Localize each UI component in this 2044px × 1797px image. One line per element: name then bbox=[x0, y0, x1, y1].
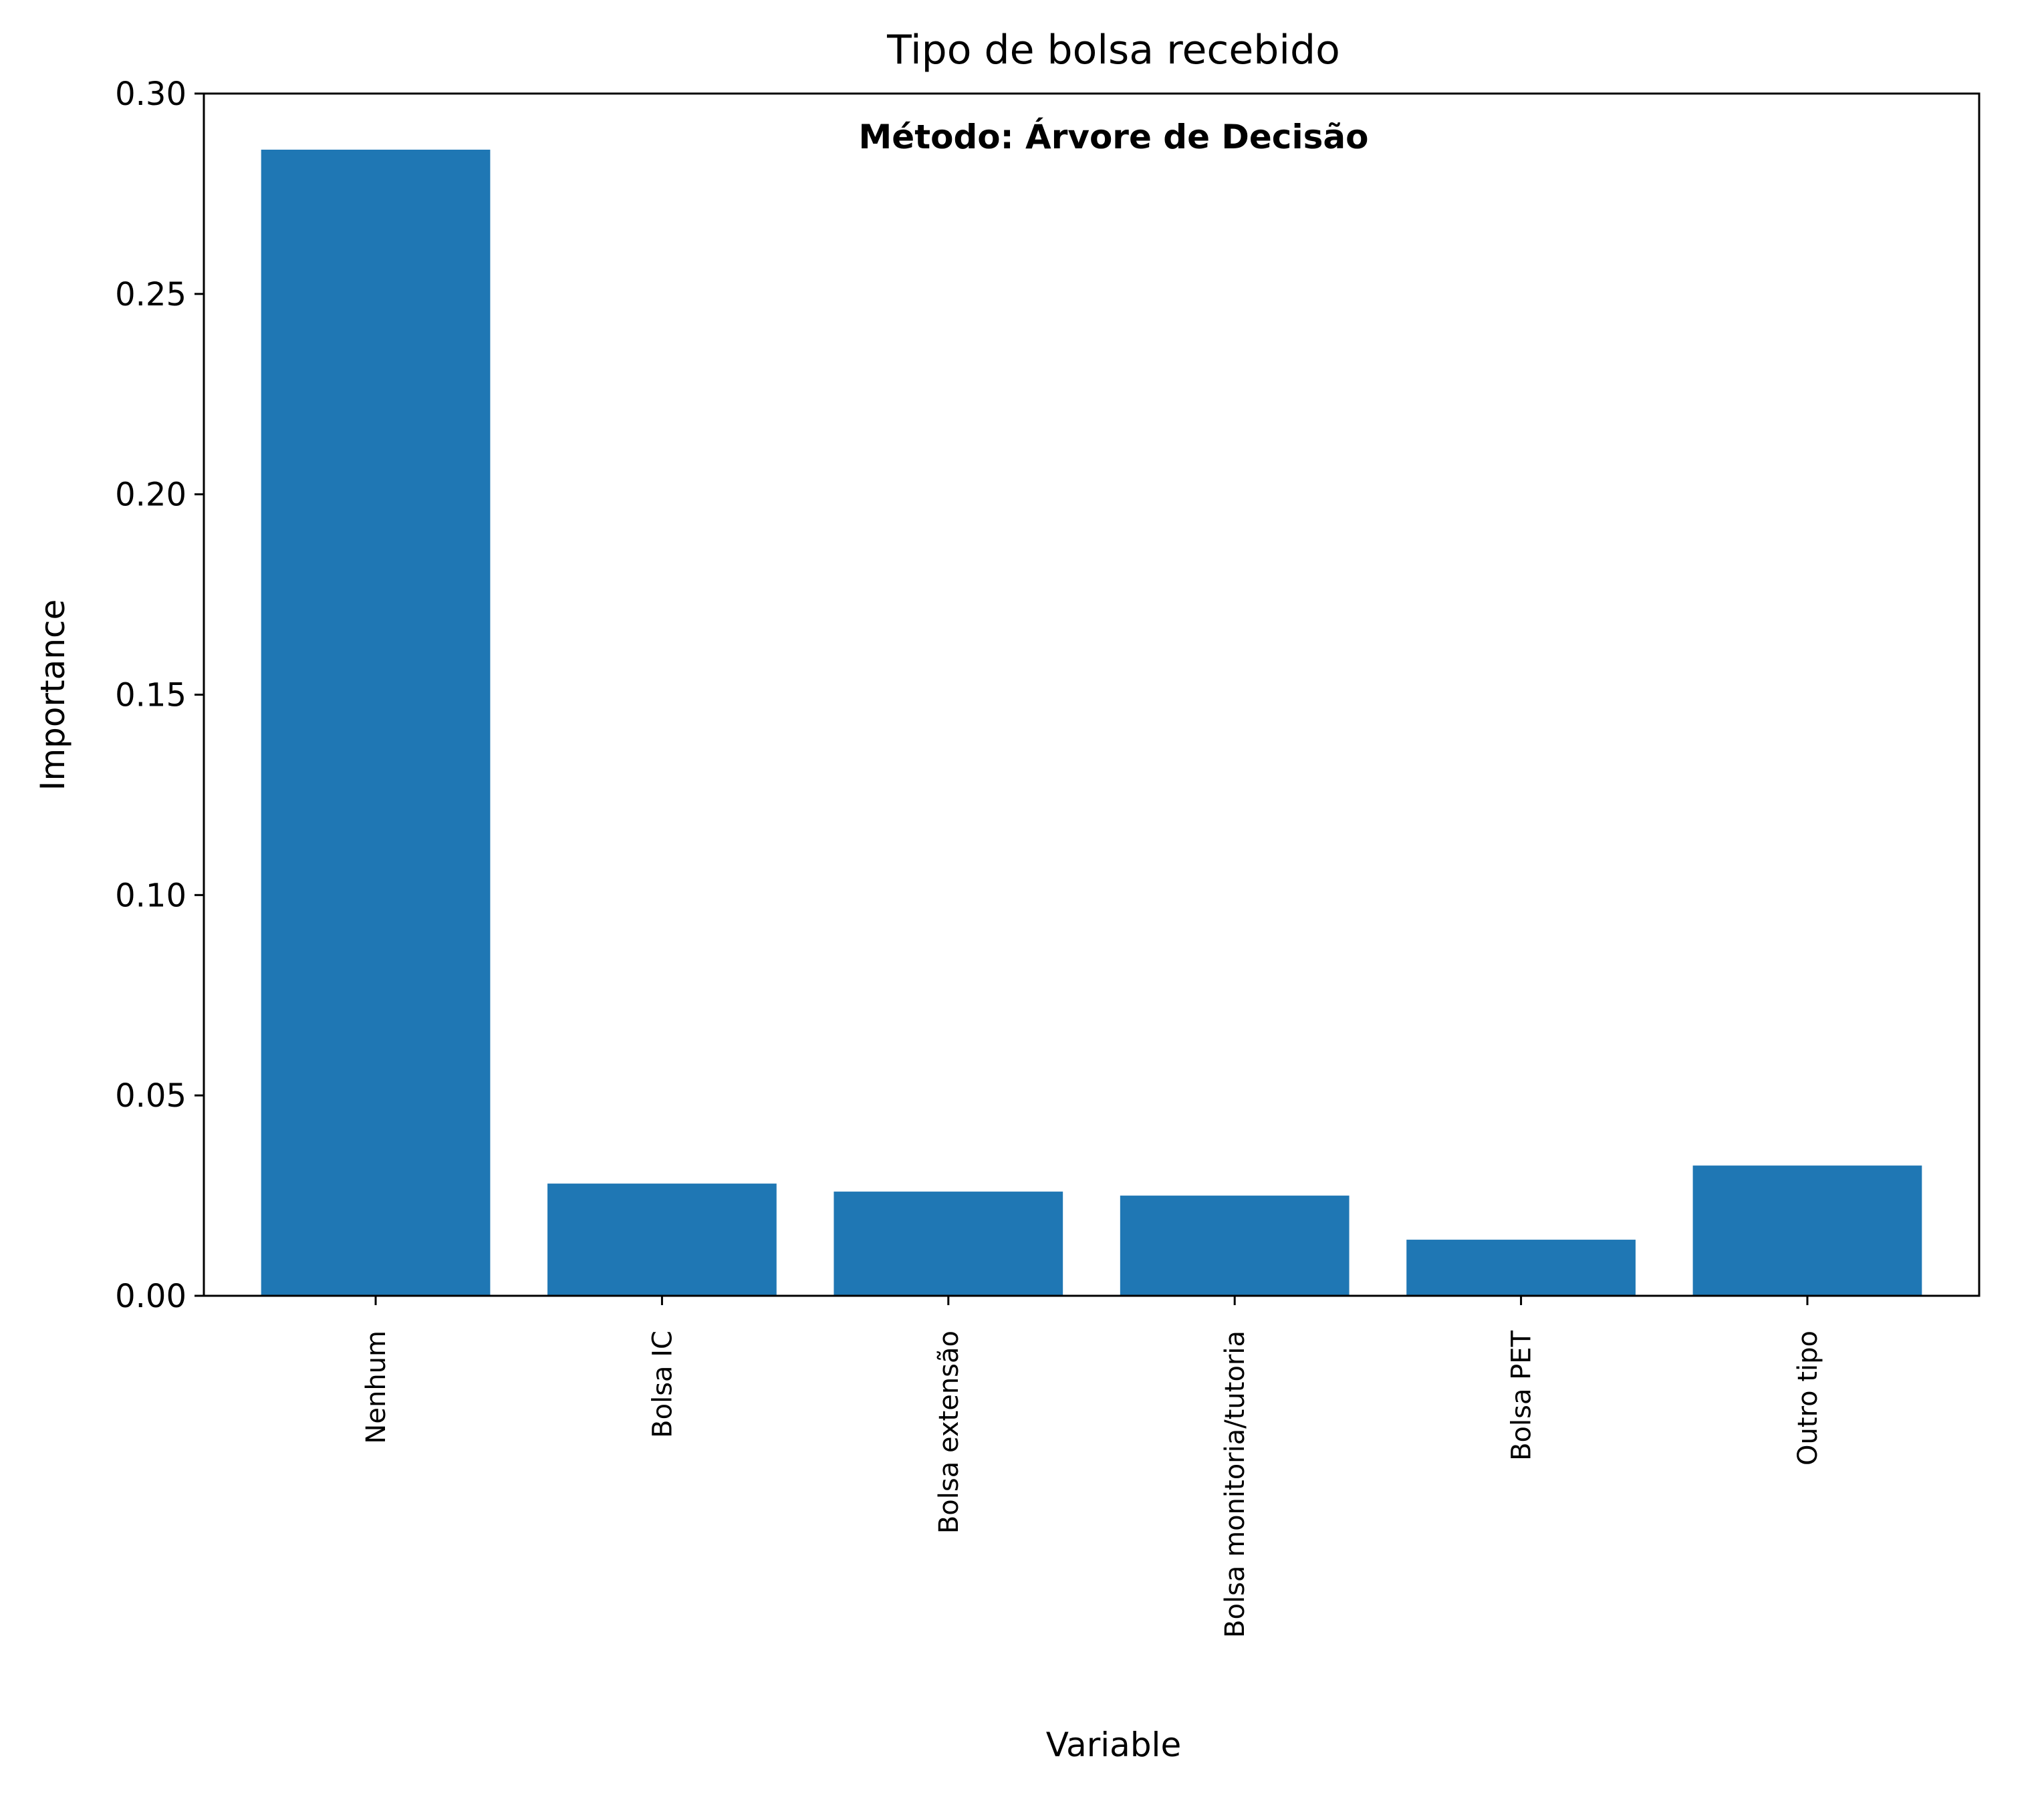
bar-nenhum bbox=[261, 149, 491, 1296]
x-tick-label: Bolsa PET bbox=[1507, 1330, 1537, 1460]
x-tick-label: Nenhum bbox=[361, 1331, 392, 1444]
y-tick-label: 0.10 bbox=[115, 877, 186, 914]
bar-bolsa-monitoria-tutoria bbox=[1120, 1196, 1350, 1296]
x-tick-label: Bolsa extensão bbox=[934, 1331, 965, 1534]
bar-bolsa-pet bbox=[1406, 1240, 1636, 1296]
bar-bolsa-ic bbox=[547, 1184, 777, 1296]
y-tick-label: 0.00 bbox=[115, 1278, 186, 1315]
y-axis-ticks: 0.00 0.05 0.10 0.15 0.20 0.25 0.30 bbox=[115, 76, 204, 1315]
y-tick-label: 0.30 bbox=[115, 76, 186, 113]
y-tick-label: 0.20 bbox=[115, 476, 186, 514]
x-axis-label: Variable bbox=[1046, 1725, 1181, 1764]
x-tick-label: Bolsa monitoria/tutoria bbox=[1220, 1331, 1251, 1638]
bars-group bbox=[261, 149, 1922, 1296]
chart-annotation: Método: Árvore de Decisão bbox=[859, 117, 1369, 156]
bar-outro-tipo bbox=[1692, 1165, 1922, 1296]
x-tick-label: Bolsa IC bbox=[647, 1331, 678, 1438]
chart-title: Tipo de bolsa recebido bbox=[886, 27, 1340, 74]
x-tick-label: Outro tipo bbox=[1793, 1331, 1823, 1466]
plot-frame bbox=[203, 92, 1981, 1297]
bar-bolsa-extens-o bbox=[834, 1192, 1063, 1296]
y-axis-label: Importance bbox=[33, 599, 72, 791]
y-tick-label: 0.05 bbox=[115, 1077, 186, 1115]
y-tick-label: 0.25 bbox=[115, 276, 186, 313]
y-tick-label: 0.15 bbox=[115, 677, 186, 714]
x-axis-ticks: Nenhum Bolsa IC Bolsa extensão Bolsa monito… bbox=[361, 1296, 1823, 1638]
